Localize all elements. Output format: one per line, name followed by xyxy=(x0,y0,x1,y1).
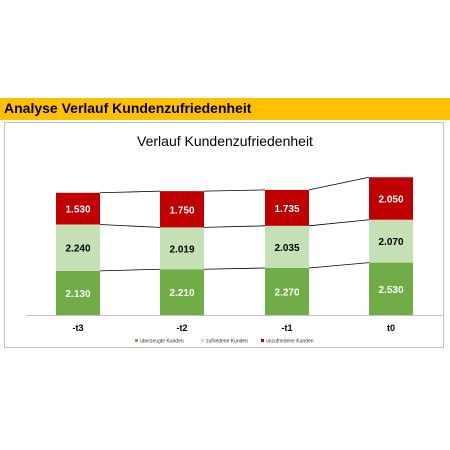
series-line xyxy=(99,268,161,272)
data-label: 1.750 xyxy=(169,205,194,216)
legend-swatch xyxy=(261,339,264,342)
legend-swatch xyxy=(201,339,204,342)
data-label: 2.050 xyxy=(378,194,403,205)
series-line xyxy=(308,262,370,269)
bar-segment xyxy=(56,270,100,315)
series-line xyxy=(203,189,266,192)
data-label: 2.270 xyxy=(274,287,299,298)
bar-segment xyxy=(160,227,204,270)
series-line xyxy=(308,176,370,191)
data-label: 2.210 xyxy=(169,288,194,299)
bar-segment xyxy=(369,262,413,315)
chart-title: Verlauf Kundenzufriedenheit xyxy=(137,133,313,149)
legend: überzeugte Kunden zufriedene Kunden unzufr… xyxy=(135,339,314,345)
bar-segment xyxy=(160,269,204,315)
legend-label: zufriedene Kunden xyxy=(206,339,248,345)
data-label: 2.019 xyxy=(169,244,194,255)
bar-segment xyxy=(265,225,309,268)
x-tick-label: -t2 xyxy=(177,323,188,333)
legend-label: unzufriedene Kunden xyxy=(266,339,314,345)
bar-segment xyxy=(56,192,100,225)
series-line xyxy=(203,225,266,228)
data-label: 2.530 xyxy=(378,285,403,296)
x-tick-label: t0 xyxy=(387,323,395,333)
series-line xyxy=(99,224,161,228)
bar-segment xyxy=(369,177,413,220)
series-line xyxy=(308,219,370,227)
x-tick-label: -t3 xyxy=(73,323,84,333)
series-line xyxy=(99,190,161,194)
data-label: 2.240 xyxy=(65,244,90,255)
plot-area: 2.130 2.210 2.270 2.530 2.240 2.019 2.035 2.070… xyxy=(26,176,442,333)
bar-segment xyxy=(265,189,309,226)
bar-segment xyxy=(56,224,100,271)
bar-segment xyxy=(265,267,309,315)
header-banner: Analyse Verlauf Kundenzufriedenheit xyxy=(0,98,450,120)
data-label: 2.035 xyxy=(274,243,299,254)
page-title: Analyse Verlauf Kundenzufriedenheit xyxy=(4,100,252,116)
x-tick-label: -t1 xyxy=(282,323,293,333)
series-line xyxy=(203,267,266,270)
data-label: 1.530 xyxy=(65,205,90,216)
bar-segment xyxy=(160,191,204,228)
data-label: 1.735 xyxy=(274,204,299,215)
bar-segment xyxy=(369,219,413,263)
legend-label: überzeugte Kunden xyxy=(140,339,184,345)
data-label: 2.070 xyxy=(378,237,403,248)
data-label: 2.130 xyxy=(65,289,90,300)
legend-swatch xyxy=(135,339,138,342)
